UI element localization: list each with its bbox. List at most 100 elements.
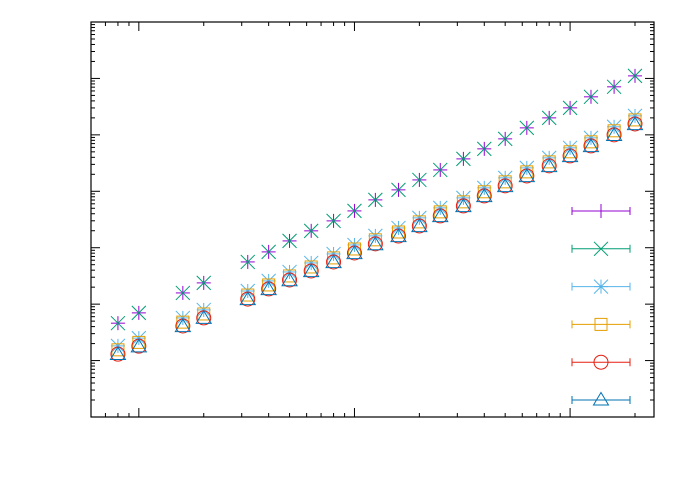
marker [391,220,406,236]
marker [391,182,406,198]
marker-shape [518,168,536,183]
marker [562,140,578,156]
marker [583,130,599,146]
marker-shape [455,198,472,213]
marker [175,285,191,301]
marker-stroke [261,244,277,260]
marker-shape [239,291,257,306]
marker [626,116,644,131]
marker [562,100,578,116]
legend-marker [593,354,609,370]
marker-stroke [583,89,599,105]
marker [410,218,428,233]
marker [326,213,341,229]
marker-stroke [593,279,609,294]
marker [260,281,278,296]
marker [475,188,493,203]
marker-stroke [593,241,609,257]
marker [541,110,557,126]
marker [519,120,535,136]
marker [303,255,319,271]
marker [431,208,449,223]
marker [561,148,579,163]
marker [368,228,383,244]
marker-stroke [606,79,622,95]
marker-stroke [412,210,427,226]
marker-stroke [347,203,362,219]
marker [540,158,558,173]
marker-stroke [519,120,535,136]
marker-shape [260,281,278,296]
marker-stroke [240,254,256,270]
marker-shape [605,127,623,142]
marker-shape [366,236,384,251]
marker-shape [130,338,148,353]
legend-marker [592,391,610,406]
marker-shape [561,148,579,163]
legend-marker [593,279,609,294]
marker [175,310,191,326]
marker [131,305,147,321]
marker [518,168,536,183]
marker [109,346,127,361]
marker [455,198,472,213]
marker-stroke [412,172,427,188]
marker-stroke [110,338,126,354]
marker-stroke [627,68,643,84]
marker-stroke [368,228,383,244]
marker-stroke [131,305,147,321]
marker-stroke [583,130,599,146]
marker-stroke [391,182,406,198]
marker [583,89,599,105]
marker [496,178,514,193]
marker [174,318,192,333]
legend-marker [594,317,608,331]
marker-stroke [110,315,126,331]
marker [261,244,277,260]
marker-shape [475,188,493,203]
marker [541,150,557,166]
marker [346,245,363,260]
marker-shape [594,317,608,331]
marker-stroke [476,180,492,196]
marker [476,180,492,196]
marker [282,233,297,249]
marker-stroke [368,192,383,208]
marker-shape [540,158,558,173]
marker-stroke [627,108,643,124]
marker [130,338,148,353]
marker-stroke [497,170,513,186]
marker-stroke [240,283,256,299]
marker [627,68,643,84]
marker-shape [109,346,127,361]
marker-shape [410,218,428,233]
marker-stroke [519,160,535,176]
marker [303,223,319,239]
legend-marker [594,204,608,218]
marker-stroke [562,100,578,116]
marker-stroke [456,190,471,206]
marker [261,273,277,289]
marker-shape [431,208,449,223]
marker-stroke [456,151,471,167]
marker [131,330,147,346]
marker [110,315,126,331]
marker [325,254,342,269]
marker-shape [174,318,192,333]
plot-frame [90,21,655,418]
marker [627,108,643,124]
marker [196,275,212,291]
marker [390,228,407,243]
marker-shape [281,272,298,287]
marker-stroke [347,237,362,253]
marker [347,237,362,253]
marker [456,190,471,206]
marker-stroke [541,150,557,166]
marker [582,138,600,153]
marker [240,254,256,270]
marker [606,119,622,135]
marker-stroke [131,330,147,346]
marker-shape [496,178,514,193]
